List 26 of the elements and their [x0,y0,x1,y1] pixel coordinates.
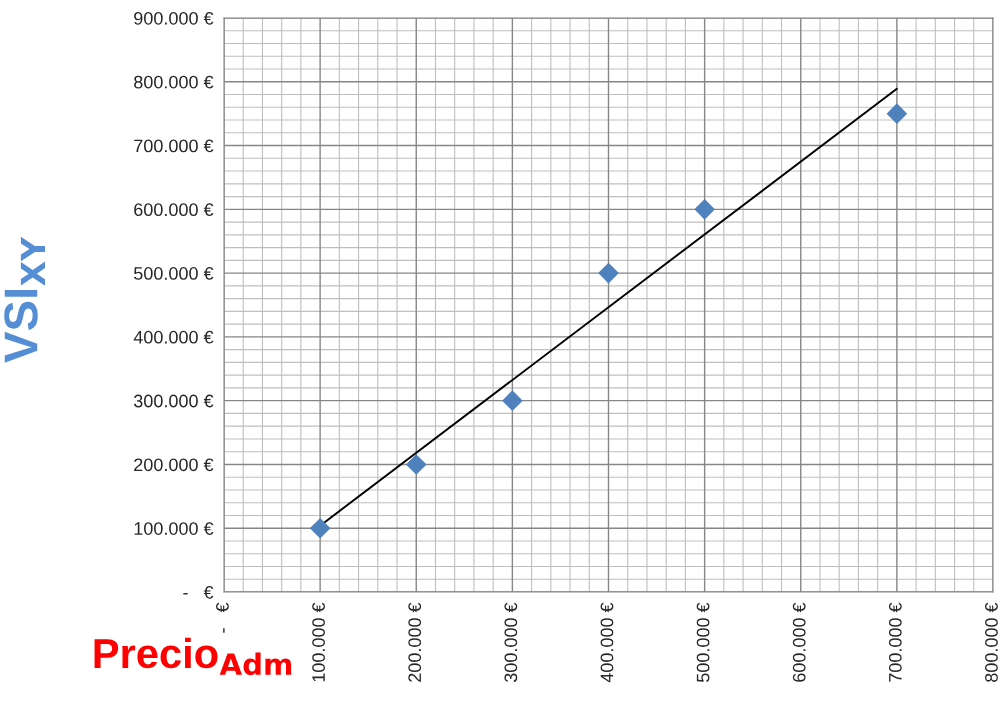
x-tick-label: 300.000 € [504,602,518,683]
y-tick-label: 700.000 € [134,139,214,153]
x-tick-label: 500.000 € [696,602,710,683]
y-tick-label: 600.000 € [134,203,214,217]
y-tick-label: 400.000 € [133,330,214,344]
x-tick-label: 100.000 € [312,602,325,682]
point [309,517,331,539]
x-tick-label: 600.000 € [792,602,806,682]
y-tick-label: - € [183,585,214,599]
y-tick-label: 100.000 € [134,522,214,535]
y-tick-label: 300.000 € [133,394,214,408]
x-tick-label: 400.000 € [600,602,614,683]
y-tick-label: 900.000 € [134,11,214,25]
x-tick-label: 700.000 € [888,602,902,682]
point [502,390,523,411]
y-axis-title: VSI$_{XY}$ [4,236,45,363]
y-tick-label: 800.000 € [134,75,214,89]
y-tick-label: 200.000 € [134,458,214,472]
x-tick-label: 200.000 € [408,602,422,682]
y-tick-label: 500.000 € [133,267,214,280]
point [694,199,715,220]
x-axis-title: Precio$_{Adm}$ [94,637,292,676]
point [598,262,619,284]
x-tick-label: 800.000 € [985,602,998,682]
point [405,454,427,475]
point [886,103,908,124]
